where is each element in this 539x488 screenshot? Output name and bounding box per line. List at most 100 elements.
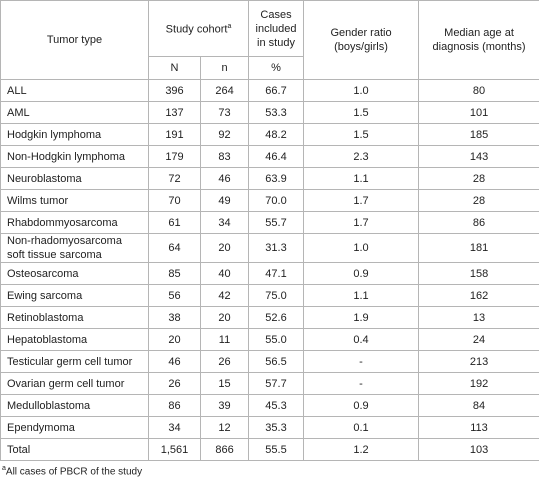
table-cell: 28 (418, 167, 539, 190)
table-cell: 56 (148, 284, 201, 307)
table-cell: - (303, 350, 420, 373)
row-label: Retinoblastoma (0, 306, 149, 329)
table-cell: 52.6 (248, 306, 305, 329)
table-cell: 1.0 (303, 233, 420, 263)
table-row: Ependymoma 34 12 35.3 0.1 113 (0, 416, 539, 439)
table-cell: 1.9 (303, 306, 420, 329)
table-cell: 45.3 (248, 394, 305, 417)
table-cell: 185 (418, 123, 539, 146)
table-cell: 162 (418, 284, 539, 307)
header-cell: Study cohorta (147, 0, 250, 57)
row-label: Osteosarcoma (0, 262, 149, 285)
table-cell: 2.3 (303, 145, 420, 168)
table-cell: 20 (199, 233, 250, 263)
table-cell: 72 (148, 167, 201, 190)
header-cell: Gender ratio (boys/girls) (303, 0, 420, 80)
table-cell: 38 (148, 306, 201, 329)
header-cell: Tumor type (0, 0, 149, 80)
table-cell: 103 (418, 438, 539, 461)
header-text: Study cohort (165, 23, 228, 36)
table-body: ALL 396 264 66.7 1.0 80 AML 137 73 53.3 1.5 101 Hodg… (0, 79, 539, 461)
table-cell: 40 (199, 262, 250, 285)
row-label: Hodgkin lymphoma (0, 123, 149, 146)
table-row: Retinoblastoma 38 20 52.6 1.9 13 (0, 306, 539, 329)
table-cell: 1.7 (303, 211, 420, 234)
row-label: AML (0, 101, 149, 124)
table-cell: 143 (418, 145, 539, 168)
table-cell: 34 (199, 211, 250, 234)
table-cell: 46 (148, 350, 201, 373)
table-cell: 84 (418, 394, 539, 417)
header-text: Cases included in study (255, 8, 297, 49)
table-cell: 70 (148, 189, 201, 212)
table-cell: 0.9 (303, 394, 420, 417)
table-cell: 55.0 (248, 328, 305, 351)
table-row: AML 137 73 53.3 1.5 101 (0, 101, 539, 124)
table-cell: 66.7 (248, 79, 305, 102)
row-label: Testicular germ cell tumor (0, 350, 149, 373)
table-cell: 34 (148, 416, 201, 439)
table-row: Non-Hodgkin lymphoma 179 83 46.4 2.3 143 (0, 145, 539, 168)
table-cell: 1.5 (303, 123, 420, 146)
table-cell: 1.1 (303, 284, 420, 307)
table-cell: 192 (418, 372, 539, 395)
table-row: Wilms tumor 70 49 70.0 1.7 28 (0, 189, 539, 212)
table-cell: 26 (148, 372, 201, 395)
table-cell: 46 (199, 167, 250, 190)
table-cell: 20 (199, 306, 250, 329)
table-cell: 56.5 (248, 350, 305, 373)
table-cell: 0.1 (303, 416, 420, 439)
table-row: Osteosarcoma 85 40 47.1 0.9 158 (0, 262, 539, 285)
table-row: Ovarian germ cell tumor 26 15 57.7-192 (0, 372, 539, 395)
table-cell: 13 (418, 306, 539, 329)
footnote-text: All cases of PBCR of the study (5, 466, 143, 478)
table-cell: 1.7 (303, 189, 420, 212)
footnote: aAll cases of PBCR of the study (2, 465, 539, 477)
table-row: ALL 396 264 66.7 1.0 80 (0, 79, 539, 102)
table-cell: 49 (199, 189, 250, 212)
data-table: Tumor type Study cohorta Cases included … (0, 0, 539, 461)
row-label: Medulloblastoma (0, 394, 149, 417)
table-cell: 47.1 (248, 262, 305, 285)
table-cell: 70.0 (248, 189, 305, 212)
row-label: Hepatoblastoma (0, 328, 149, 351)
table-cell: 28 (418, 189, 539, 212)
table-cell: 1.2 (303, 438, 420, 461)
table-cell: 1.5 (303, 101, 420, 124)
table-cell: 24 (418, 328, 539, 351)
table-cell: 35.3 (248, 416, 305, 439)
table-row: Non-rhadomyosarcoma soft tissue sarcoma 6… (0, 233, 539, 263)
row-label: Ewing sarcoma (0, 284, 149, 307)
row-label: Rhabdommyosarcoma (0, 211, 149, 234)
row-label: Total (0, 438, 149, 461)
footnote-marker: a (2, 465, 6, 472)
table-cell: 0.9 (303, 262, 420, 285)
table-row: Rhabdommyosarcoma 61 34 55.7 1.7 86 (0, 211, 539, 234)
table-cell: 42 (199, 284, 250, 307)
footnote-marker: a (227, 23, 232, 31)
row-label: Wilms tumor (0, 189, 149, 212)
row-label: Neuroblastoma (0, 167, 149, 190)
table-cell: 11 (199, 328, 250, 351)
subheader-cell: N (148, 56, 201, 80)
row-label: ALL (0, 79, 149, 102)
header-text: Tumor type (46, 34, 103, 46)
table-cell: 64 (148, 233, 201, 263)
table-cell: 179 (148, 145, 201, 168)
table-cell: 48.2 (248, 123, 305, 146)
subheader-cell: n (199, 56, 250, 80)
table-cell: 46.4 (248, 145, 305, 168)
table-row: Total 1,561 866 55.5 1.2 103 (0, 438, 539, 461)
table-cell: 63.9 (248, 167, 305, 190)
row-label: Non-Hodgkin lymphoma (0, 145, 149, 168)
table-header: Tumor type Study cohorta Cases included … (0, 0, 539, 80)
row-label: Non-rhadomyosarcoma soft tissue sarcoma (0, 233, 149, 263)
table-cell: 866 (199, 438, 250, 461)
table-cell: - (303, 372, 420, 395)
table-cell: 75.0 (248, 284, 305, 307)
table-row: Medulloblastoma 86 39 45.3 0.9 84 (0, 394, 539, 417)
table-cell: 86 (418, 211, 539, 234)
table-cell: 158 (418, 262, 539, 285)
header-text: Gender ratio (boys/girls) (330, 27, 392, 53)
